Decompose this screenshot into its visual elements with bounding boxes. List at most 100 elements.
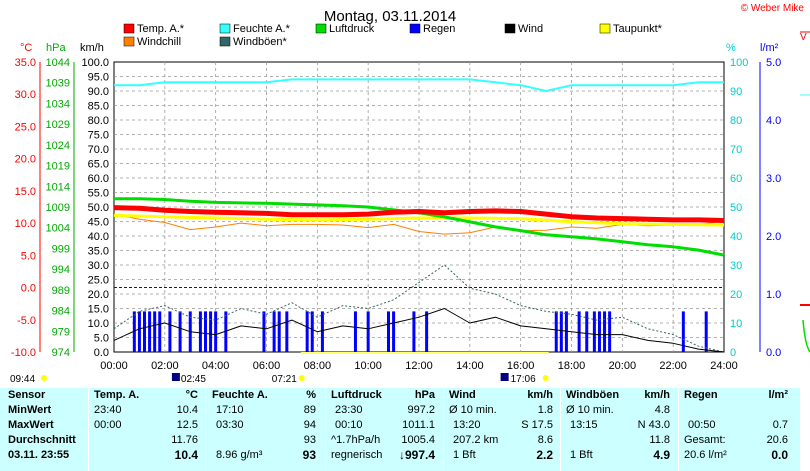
stats-gust-bft: 1 Bft [570,449,593,461]
pressure-tick-label: 979 [52,326,70,338]
time-tick-label: 14:00 [456,360,484,372]
rain-bar [310,311,314,352]
stats-temp-time: 23:40 [94,404,122,416]
time-tick-label: 06:00 [253,360,281,372]
stats-pressure-trend: ^1.7hPa/h [331,434,381,446]
humidity-tick-label: 40 [730,231,742,243]
stats-temp-time: 00:00 [94,419,122,431]
series-line-feuchte-a [114,78,724,92]
temp-unit-label: °C [20,42,32,54]
wind-tick-label: 35.0 [88,246,109,258]
rain-bar [577,311,581,352]
stats-gust-label: Ø 10 min. [566,404,614,416]
wind-tick-label: 45.0 [88,217,109,229]
rain-tick-label: 3.0 [766,173,781,185]
pressure-tick-label: 1024 [46,140,70,152]
rain-bar [564,311,568,352]
rain-bar [704,311,708,352]
legend-item-label: Taupunkt* [613,23,663,35]
sun-icon [41,375,47,381]
rain-bar [412,311,416,352]
stats-temp-col: Temp. A. °C 23:40 10.4 00:00 12.5 11.76 10.… [94,388,200,471]
legend-swatch [409,23,421,34]
wind-tick-label: 85.0 [88,101,109,113]
rain-bar [148,311,152,352]
wind-tick-label: 30.0 [88,260,109,272]
rain-tick-label: 5.0 [766,57,781,69]
stats-rain-total: 20.6 [766,434,788,446]
stats-rain-col: Regen l/m² 00:50 0.7 Gesamt: 20.6 20.6 l/m²… [684,388,790,471]
rain-bar [137,311,141,352]
wind-tick-label: 50.0 [88,202,109,214]
stats-wind-bft: 1 Bft [453,449,476,461]
series-line-windb-en [113,264,725,353]
stats-wind-value: 8.6 [537,434,553,446]
pressure-tick-label: 1004 [46,223,70,235]
rain-bar [585,311,589,352]
rain-bar [198,311,202,352]
stats-panel: Sensor MinWert MaxWert Durchschnitt 03.1… [0,388,800,471]
moonrise-icon [500,373,509,381]
stats-humidity-time: 03:30 [216,419,244,431]
stats-gust-value: 11.8 [649,434,670,446]
wind-tick-label: 90.0 [88,86,109,98]
humidity-tick-label: 50 [730,202,742,214]
temp-tick-label: 0.0 [21,283,36,295]
rain-bar [204,311,207,352]
stats-temp-value: 10.4 [176,404,198,416]
rain-bar [353,311,357,352]
daylight-band [300,352,549,354]
stats-row-label: 03.11. 23:55 [8,449,70,461]
rain-bar [143,311,146,352]
temp-tick-label: 25.0 [15,121,36,133]
stats-wind-value: 1.8 [537,404,553,416]
legend-item-label: Feuchte A.* [233,23,291,35]
temp-tick-label: -5.0 [17,315,36,327]
rain-bar [277,311,281,352]
stats-wind-unit: km/h [527,389,553,401]
edge-label: V [800,32,807,43]
rain-bar [366,311,370,352]
time-tick-label: 18:00 [558,360,586,372]
sunrise-label: 07:21 [272,374,297,385]
rain-bar [272,311,276,352]
temp-tick-label: 30.0 [15,89,36,101]
stats-row-label: MaxWert [8,419,54,431]
stats-wind-col: Wind km/h Ø 10 min. 1.8 13:20 S 17.5 207.2 … [449,388,555,471]
rain-tick-label: 2.0 [766,231,781,243]
stats-pressure-value: 997.2 [407,404,435,416]
stats-pressure-current: ↓997.4 [398,448,435,462]
stats-wind-time: 13:20 [453,419,481,431]
time-tick-label: 20:00 [609,360,637,372]
time-tick-label: 22:00 [659,360,687,372]
rain-tick-label: 0.0 [766,347,781,359]
stats-rain-day: 20.6 l/m² [684,449,727,461]
time-tick-label: 08:00 [304,360,332,372]
rain-bar [168,311,172,352]
stats-gust-max: N 43.0 [637,419,670,431]
legend-swatch [315,23,327,34]
stats-temp-value: 11.76 [171,434,198,446]
wind-tick-label: 10.0 [88,318,109,330]
temp-tick-label: 20.0 [15,154,36,166]
humidity-tick-label: 100 [730,57,748,69]
rain-tick-label: 4.0 [766,115,781,127]
humidity-unit-label: % [726,42,736,54]
stats-temp-value: 12.5 [176,419,198,431]
legend-item-label: Regen [423,23,455,35]
rain-bars [132,311,708,352]
stats-wind-header: Wind [449,389,476,401]
time-tick-label: 12:00 [405,360,433,372]
rain-bar [214,311,218,352]
legend-item-label: Temp. A.* [137,23,185,35]
stats-humidity-value: 89 [303,404,316,416]
humidity-tick-label: 70 [730,144,742,156]
wind-tick-label: 95.0 [88,72,109,84]
rain-bar [392,311,396,352]
wind-tick-label: 75.0 [88,130,109,142]
series-line-taupunkt [113,213,725,227]
stats-pressure-col: Luftdruck hPa 23:30 997.2 00:10 1011.1 ^1.7… [331,388,437,471]
legend-swatch [123,36,135,47]
wind-tick-label: 55.0 [88,188,109,200]
rain-bar [592,311,596,352]
